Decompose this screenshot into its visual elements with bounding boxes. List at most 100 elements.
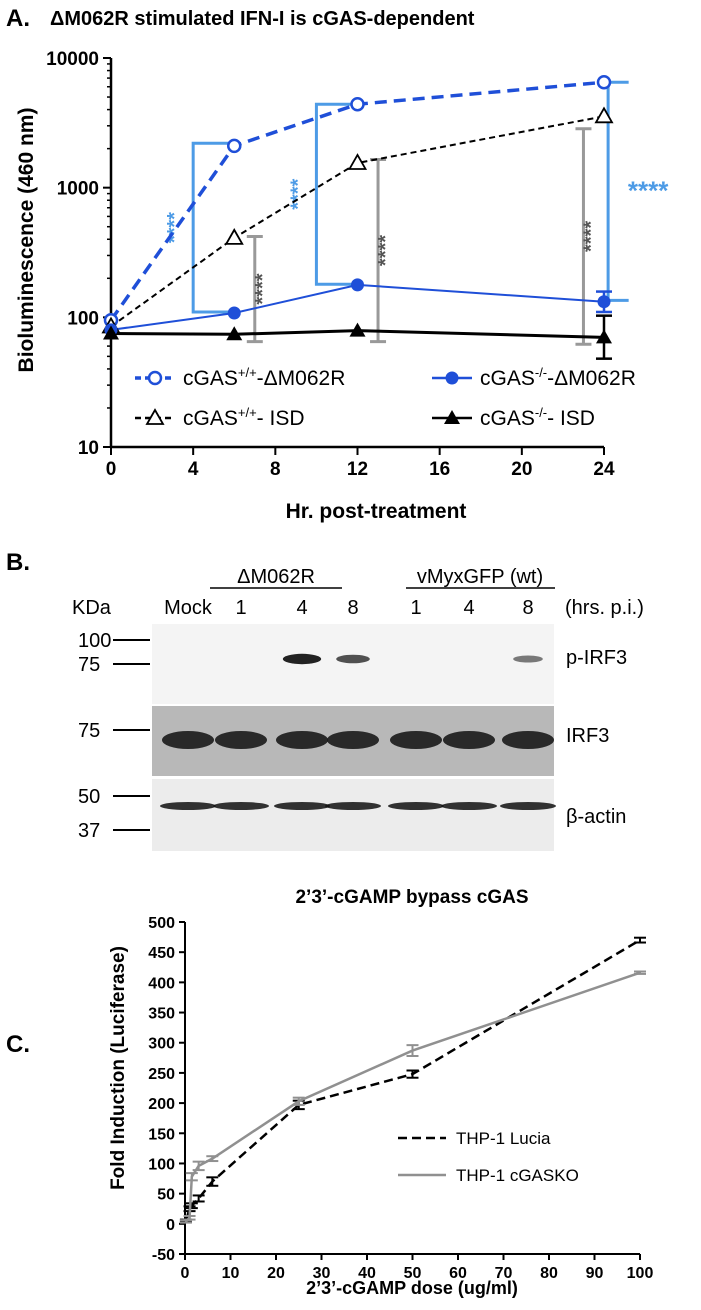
c-y-tick-label: 300	[148, 1036, 175, 1053]
a-y-tick-label: 10	[78, 438, 99, 459]
c-x-tick-label: 100	[627, 1265, 654, 1282]
b-band-irf3	[390, 731, 442, 749]
a-legend-label: cGAS+/+- ISD	[183, 405, 305, 430]
a-sig-label: ****	[375, 235, 397, 266]
b-band-actin	[325, 802, 381, 810]
b-lane-label: 8	[522, 597, 533, 619]
a-x-tick-label: 20	[511, 459, 532, 480]
b-mw-marker-label: 75	[78, 654, 100, 676]
a-marker-filled-circle	[351, 278, 364, 292]
a-marker-filled-circle	[227, 306, 241, 320]
panel-a-y-axis-label: Bioluminescence (460 nm)	[15, 108, 38, 373]
a-x-tick-label: 0	[106, 459, 117, 480]
b-mw-marker-label: 100	[78, 630, 111, 652]
c-legend-label: THP-1 cGASKO	[456, 1166, 579, 1185]
c-y-tick-label: 400	[148, 975, 175, 992]
blot-p-irf3	[152, 624, 554, 704]
blot-actin	[152, 779, 554, 851]
a-sig-label: ****	[580, 221, 602, 252]
panel-b: B. ΔM062R vMyxGFP (wt) KDa Mock 1 4 8 1 4 8 (h…	[6, 549, 644, 851]
c-series-line	[185, 971, 641, 1223]
b-band-p-irf3	[336, 654, 370, 664]
group-label-vmyxgfp: vMyxGFP (wt)	[417, 566, 543, 588]
a-sig-bracket	[606, 80, 629, 302]
group-label-dm062r: ΔM062R	[237, 566, 315, 588]
c-x-tick-label: 20	[267, 1265, 285, 1282]
b-band-actin	[213, 802, 269, 810]
panel-a: A. ΔM062R stimulated IFN-I is cGAS-depen…	[6, 5, 669, 523]
b-band-actin	[160, 802, 216, 810]
panel-c: C. 2’3’-cGAMP bypass cGAS -5005010015020…	[6, 887, 653, 1298]
a-marker-filled-circle	[597, 295, 611, 309]
a-legend-label: cGAS-/-- ISD	[480, 405, 595, 430]
b-lane-label: Mock	[164, 597, 213, 619]
panel-c-title: 2’3’-cGAMP bypass cGAS	[295, 887, 528, 908]
a-sig-bracket	[314, 102, 358, 286]
a-x-tick-label: 12	[347, 459, 368, 480]
b-lane-label: 1	[410, 597, 421, 619]
b-band-actin	[388, 802, 444, 810]
a-x-tick-label: 16	[429, 459, 450, 480]
c-y-tick-label: 100	[148, 1156, 175, 1173]
b-band-actin	[500, 802, 556, 810]
b-lane-label: 4	[296, 597, 307, 619]
c-y-tick-label: 200	[148, 1096, 175, 1113]
kda-label: KDa	[72, 597, 112, 619]
b-band-irf3	[162, 731, 214, 749]
b-mw-marker-label: 75	[78, 720, 100, 742]
a-marker-open-circle	[596, 75, 612, 90]
b-band-irf3	[502, 731, 554, 749]
a-marker-filled-circle	[445, 371, 459, 385]
a-sig-label: ****	[252, 273, 274, 304]
c-x-tick-label: 40	[358, 1265, 376, 1282]
a-marker-filled-triangle	[103, 325, 119, 340]
b-lane-label: 8	[347, 597, 358, 619]
a-sig-bracket	[191, 141, 235, 314]
a-y-tick-label: 1000	[57, 179, 99, 200]
a-x-tick-label: 4	[188, 459, 199, 480]
a-series-line	[110, 115, 605, 328]
b-band-actin	[441, 802, 497, 810]
a-marker-open-triangle	[347, 153, 368, 170]
c-x-tick-label: 70	[495, 1265, 513, 1282]
a-marker-filled-triangle	[349, 322, 366, 337]
a-marker-filled-triangle	[444, 410, 460, 424]
panel-c-x-axis-label: 2’3’-cGAMP dose (ug/ml)	[306, 1278, 518, 1298]
c-x-tick-label: 10	[222, 1265, 240, 1282]
a-series-line	[110, 329, 605, 339]
b-lane-label: 4	[463, 597, 474, 619]
a-series-line	[109, 80, 605, 322]
b-band-irf3	[276, 731, 328, 749]
a-marker-open-circle	[147, 370, 163, 386]
c-x-tick-label: 30	[313, 1265, 331, 1282]
c-y-tick-label: -50	[152, 1247, 175, 1264]
panel-c-label: C.	[6, 1031, 30, 1058]
a-y-tick-label: 10000	[46, 49, 99, 70]
c-legend-label: THP-1 Lucia	[456, 1129, 551, 1148]
b-band-p-irf3	[282, 653, 322, 665]
b-lane-label: 1	[235, 597, 246, 619]
a-marker-open-circle	[350, 96, 365, 112]
panel-a-title: ΔM062R stimulated IFN-I is cGAS-dependen…	[50, 8, 475, 30]
blot-label-actin: β-actin	[566, 806, 626, 828]
a-marker-open-triangle	[145, 408, 165, 425]
a-series-line	[110, 283, 605, 331]
a-x-tick-label: 24	[593, 459, 615, 480]
b-band-p-irf3	[513, 655, 543, 663]
b-mw-marker-label: 50	[78, 786, 100, 808]
c-x-tick-label: 0	[181, 1265, 190, 1282]
a-legend-label: cGAS-/--ΔM062R	[480, 365, 636, 390]
c-y-tick-label: 450	[148, 945, 175, 962]
a-y-tick-label: 100	[67, 308, 99, 329]
panel-a-x-axis-label: Hr. post-treatment	[286, 500, 467, 523]
a-marker-open-triangle	[224, 228, 244, 245]
panel-b-label: B.	[6, 549, 30, 576]
a-marker-open-circle	[227, 138, 242, 154]
c-x-tick-label: 80	[540, 1265, 558, 1282]
b-band-irf3	[443, 731, 495, 749]
c-y-tick-label: 250	[148, 1066, 175, 1083]
c-y-tick-label: 0	[166, 1217, 175, 1234]
c-x-tick-label: 90	[586, 1265, 604, 1282]
c-y-tick-label: 150	[148, 1126, 175, 1143]
